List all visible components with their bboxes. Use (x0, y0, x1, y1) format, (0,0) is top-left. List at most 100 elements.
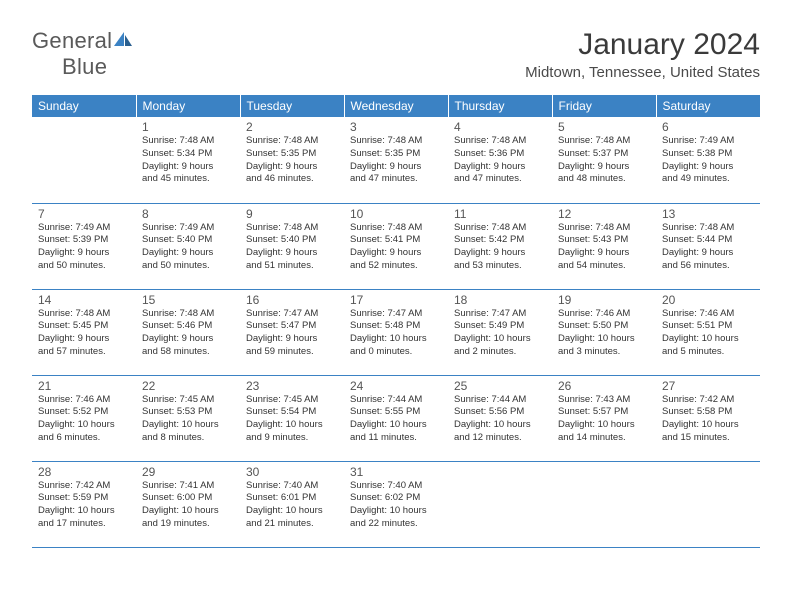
day-info: Sunrise: 7:48 AMSunset: 5:36 PMDaylight:… (454, 135, 546, 186)
calendar-day-cell: 30Sunrise: 7:40 AMSunset: 6:01 PMDayligh… (240, 461, 344, 547)
day-info: Sunrise: 7:48 AMSunset: 5:37 PMDaylight:… (558, 135, 650, 186)
calendar-day-cell: 19Sunrise: 7:46 AMSunset: 5:50 PMDayligh… (552, 289, 656, 375)
day-number: 2 (246, 120, 338, 134)
calendar-week-row: 1Sunrise: 7:48 AMSunset: 5:34 PMDaylight… (32, 117, 760, 203)
calendar-day-cell: 21Sunrise: 7:46 AMSunset: 5:52 PMDayligh… (32, 375, 136, 461)
day-number: 6 (662, 120, 754, 134)
day-number: 31 (350, 465, 442, 479)
day-info: Sunrise: 7:45 AMSunset: 5:54 PMDaylight:… (246, 394, 338, 445)
day-info: Sunrise: 7:40 AMSunset: 6:01 PMDaylight:… (246, 480, 338, 531)
day-info: Sunrise: 7:42 AMSunset: 5:58 PMDaylight:… (662, 394, 754, 445)
day-number: 14 (38, 293, 130, 307)
day-info: Sunrise: 7:45 AMSunset: 5:53 PMDaylight:… (142, 394, 234, 445)
day-info: Sunrise: 7:43 AMSunset: 5:57 PMDaylight:… (558, 394, 650, 445)
calendar-week-row: 21Sunrise: 7:46 AMSunset: 5:52 PMDayligh… (32, 375, 760, 461)
day-number: 29 (142, 465, 234, 479)
day-info: Sunrise: 7:49 AMSunset: 5:38 PMDaylight:… (662, 135, 754, 186)
title-block: January 2024 Midtown, Tennessee, United … (525, 28, 760, 81)
day-info: Sunrise: 7:48 AMSunset: 5:46 PMDaylight:… (142, 308, 234, 359)
day-number: 17 (350, 293, 442, 307)
day-info: Sunrise: 7:48 AMSunset: 5:43 PMDaylight:… (558, 222, 650, 273)
calendar-body: 1Sunrise: 7:48 AMSunset: 5:34 PMDaylight… (32, 117, 760, 547)
day-number: 5 (558, 120, 650, 134)
calendar-day-cell: 28Sunrise: 7:42 AMSunset: 5:59 PMDayligh… (32, 461, 136, 547)
day-info: Sunrise: 7:44 AMSunset: 5:55 PMDaylight:… (350, 394, 442, 445)
calendar-day-cell: 13Sunrise: 7:48 AMSunset: 5:44 PMDayligh… (656, 203, 760, 289)
day-info: Sunrise: 7:48 AMSunset: 5:44 PMDaylight:… (662, 222, 754, 273)
day-info: Sunrise: 7:41 AMSunset: 6:00 PMDaylight:… (142, 480, 234, 531)
day-info: Sunrise: 7:48 AMSunset: 5:34 PMDaylight:… (142, 135, 234, 186)
calendar-week-row: 28Sunrise: 7:42 AMSunset: 5:59 PMDayligh… (32, 461, 760, 547)
day-number: 11 (454, 207, 546, 221)
calendar-day-cell: 3Sunrise: 7:48 AMSunset: 5:35 PMDaylight… (344, 117, 448, 203)
day-number: 22 (142, 379, 234, 393)
calendar-day-cell: 26Sunrise: 7:43 AMSunset: 5:57 PMDayligh… (552, 375, 656, 461)
calendar-day-cell: 29Sunrise: 7:41 AMSunset: 6:00 PMDayligh… (136, 461, 240, 547)
day-info: Sunrise: 7:48 AMSunset: 5:35 PMDaylight:… (246, 135, 338, 186)
day-header: Tuesday (240, 95, 344, 117)
calendar-week-row: 7Sunrise: 7:49 AMSunset: 5:39 PMDaylight… (32, 203, 760, 289)
calendar-day-cell: 5Sunrise: 7:48 AMSunset: 5:37 PMDaylight… (552, 117, 656, 203)
calendar-day-cell: 14Sunrise: 7:48 AMSunset: 5:45 PMDayligh… (32, 289, 136, 375)
day-number: 30 (246, 465, 338, 479)
day-number: 10 (350, 207, 442, 221)
calendar-empty-cell (32, 117, 136, 203)
day-number: 8 (142, 207, 234, 221)
calendar-day-cell: 12Sunrise: 7:48 AMSunset: 5:43 PMDayligh… (552, 203, 656, 289)
day-number: 26 (558, 379, 650, 393)
calendar-week-row: 14Sunrise: 7:48 AMSunset: 5:45 PMDayligh… (32, 289, 760, 375)
calendar-empty-cell (552, 461, 656, 547)
day-number: 19 (558, 293, 650, 307)
day-number: 18 (454, 293, 546, 307)
day-number: 1 (142, 120, 234, 134)
brand-logo: General Blue (32, 28, 134, 80)
day-info: Sunrise: 7:42 AMSunset: 5:59 PMDaylight:… (38, 480, 130, 531)
calendar-day-cell: 1Sunrise: 7:48 AMSunset: 5:34 PMDaylight… (136, 117, 240, 203)
calendar-day-cell: 4Sunrise: 7:48 AMSunset: 5:36 PMDaylight… (448, 117, 552, 203)
day-header: Thursday (448, 95, 552, 117)
calendar-table: SundayMondayTuesdayWednesdayThursdayFrid… (32, 95, 760, 548)
day-number: 20 (662, 293, 754, 307)
day-info: Sunrise: 7:46 AMSunset: 5:50 PMDaylight:… (558, 308, 650, 359)
calendar-day-cell: 11Sunrise: 7:48 AMSunset: 5:42 PMDayligh… (448, 203, 552, 289)
location-text: Midtown, Tennessee, United States (525, 64, 760, 81)
day-info: Sunrise: 7:47 AMSunset: 5:47 PMDaylight:… (246, 308, 338, 359)
day-info: Sunrise: 7:48 AMSunset: 5:42 PMDaylight:… (454, 222, 546, 273)
day-header: Wednesday (344, 95, 448, 117)
day-number: 13 (662, 207, 754, 221)
day-number: 21 (38, 379, 130, 393)
day-number: 23 (246, 379, 338, 393)
day-info: Sunrise: 7:49 AMSunset: 5:39 PMDaylight:… (38, 222, 130, 273)
day-number: 16 (246, 293, 338, 307)
day-number: 27 (662, 379, 754, 393)
day-header: Saturday (656, 95, 760, 117)
calendar-day-cell: 18Sunrise: 7:47 AMSunset: 5:49 PMDayligh… (448, 289, 552, 375)
calendar-empty-cell (656, 461, 760, 547)
calendar-day-cell: 15Sunrise: 7:48 AMSunset: 5:46 PMDayligh… (136, 289, 240, 375)
day-number: 24 (350, 379, 442, 393)
day-number: 15 (142, 293, 234, 307)
day-info: Sunrise: 7:49 AMSunset: 5:40 PMDaylight:… (142, 222, 234, 273)
day-info: Sunrise: 7:48 AMSunset: 5:41 PMDaylight:… (350, 222, 442, 273)
day-info: Sunrise: 7:48 AMSunset: 5:35 PMDaylight:… (350, 135, 442, 186)
day-info: Sunrise: 7:47 AMSunset: 5:49 PMDaylight:… (454, 308, 546, 359)
day-info: Sunrise: 7:46 AMSunset: 5:52 PMDaylight:… (38, 394, 130, 445)
sail-icon (112, 30, 134, 48)
month-title: January 2024 (525, 28, 760, 62)
day-number: 7 (38, 207, 130, 221)
day-number: 9 (246, 207, 338, 221)
calendar-day-cell: 23Sunrise: 7:45 AMSunset: 5:54 PMDayligh… (240, 375, 344, 461)
brand-part1: General (32, 28, 112, 53)
page-header: General Blue January 2024 Midtown, Tenne… (32, 28, 760, 81)
day-info: Sunrise: 7:47 AMSunset: 5:48 PMDaylight:… (350, 308, 442, 359)
day-header: Sunday (32, 95, 136, 117)
calendar-day-cell: 10Sunrise: 7:48 AMSunset: 5:41 PMDayligh… (344, 203, 448, 289)
calendar-day-cell: 24Sunrise: 7:44 AMSunset: 5:55 PMDayligh… (344, 375, 448, 461)
calendar-day-cell: 8Sunrise: 7:49 AMSunset: 5:40 PMDaylight… (136, 203, 240, 289)
calendar-day-cell: 27Sunrise: 7:42 AMSunset: 5:58 PMDayligh… (656, 375, 760, 461)
day-info: Sunrise: 7:48 AMSunset: 5:45 PMDaylight:… (38, 308, 130, 359)
day-number: 25 (454, 379, 546, 393)
calendar-day-cell: 16Sunrise: 7:47 AMSunset: 5:47 PMDayligh… (240, 289, 344, 375)
day-info: Sunrise: 7:46 AMSunset: 5:51 PMDaylight:… (662, 308, 754, 359)
brand-part2: Blue (32, 54, 107, 79)
